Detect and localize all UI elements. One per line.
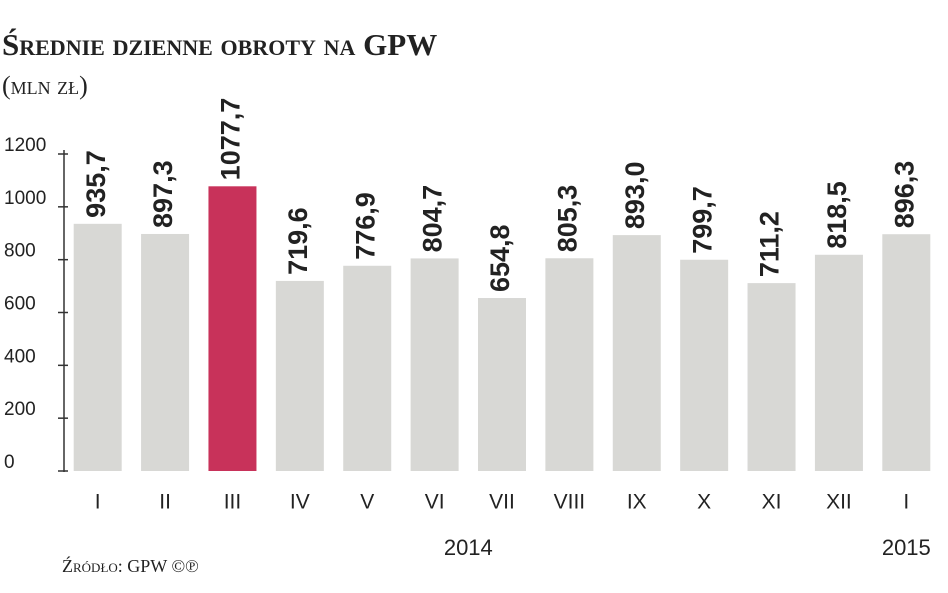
- source: Źródło: GPW ©℗: [62, 555, 199, 576]
- bar: [814, 254, 863, 471]
- bar: [343, 265, 392, 471]
- bar: [680, 259, 729, 471]
- y-tick-label: 1200: [4, 135, 46, 156]
- x-group-label: 2015: [882, 535, 931, 560]
- x-tick-label: XI: [762, 491, 782, 514]
- bar: [208, 186, 257, 471]
- x-group-label: 2014: [444, 535, 493, 560]
- y-tick-label: 600: [4, 294, 36, 315]
- bar: [612, 235, 661, 471]
- value-label: 719,6: [283, 207, 313, 275]
- value-label: 654,8: [485, 224, 515, 292]
- x-tick-label: VII: [489, 491, 515, 514]
- bar: [275, 280, 324, 471]
- value-label: 893,0: [620, 162, 650, 230]
- bar: [73, 223, 122, 471]
- x-tick-label: XII: [826, 491, 852, 514]
- value-label: 804,7: [418, 185, 448, 253]
- value-label: 935,7: [81, 150, 111, 218]
- bar: [545, 258, 594, 471]
- bar: [882, 234, 931, 471]
- y-tick-label: 0: [4, 452, 15, 473]
- value-label: 818,5: [822, 181, 852, 249]
- value-label: 799,7: [687, 186, 717, 254]
- x-tick-label: II: [159, 491, 171, 514]
- value-label: 1077,7: [216, 98, 246, 181]
- x-tick-label: IX: [627, 491, 647, 514]
- value-label: 776,9: [350, 192, 380, 260]
- value-label: 805,3: [553, 185, 583, 253]
- chart-subtitle: (mln zł): [2, 71, 88, 100]
- value-label: 711,2: [755, 211, 785, 277]
- value-label: 897,3: [148, 160, 178, 228]
- value-label: 896,3: [889, 161, 919, 229]
- x-tick-label: I: [903, 491, 909, 514]
- bar: [478, 298, 526, 471]
- bar: [141, 233, 190, 471]
- chart-title: Średnie dzienne obroty na GPW: [2, 27, 437, 62]
- x-tick-label: VIII: [554, 491, 586, 514]
- x-tick-label: IV: [290, 491, 310, 514]
- x-tick-label: III: [224, 491, 242, 514]
- x-tick-label: V: [360, 491, 374, 514]
- y-tick-label: 1000: [4, 188, 46, 209]
- x-tick-label: I: [95, 491, 101, 514]
- x-tick-label: VI: [425, 491, 445, 514]
- bar: [410, 258, 459, 471]
- y-tick-label: 800: [4, 241, 36, 262]
- x-tick-label: X: [697, 491, 711, 514]
- bar: [747, 283, 796, 471]
- y-tick-label: 200: [4, 399, 36, 420]
- y-tick-label: 400: [4, 346, 36, 367]
